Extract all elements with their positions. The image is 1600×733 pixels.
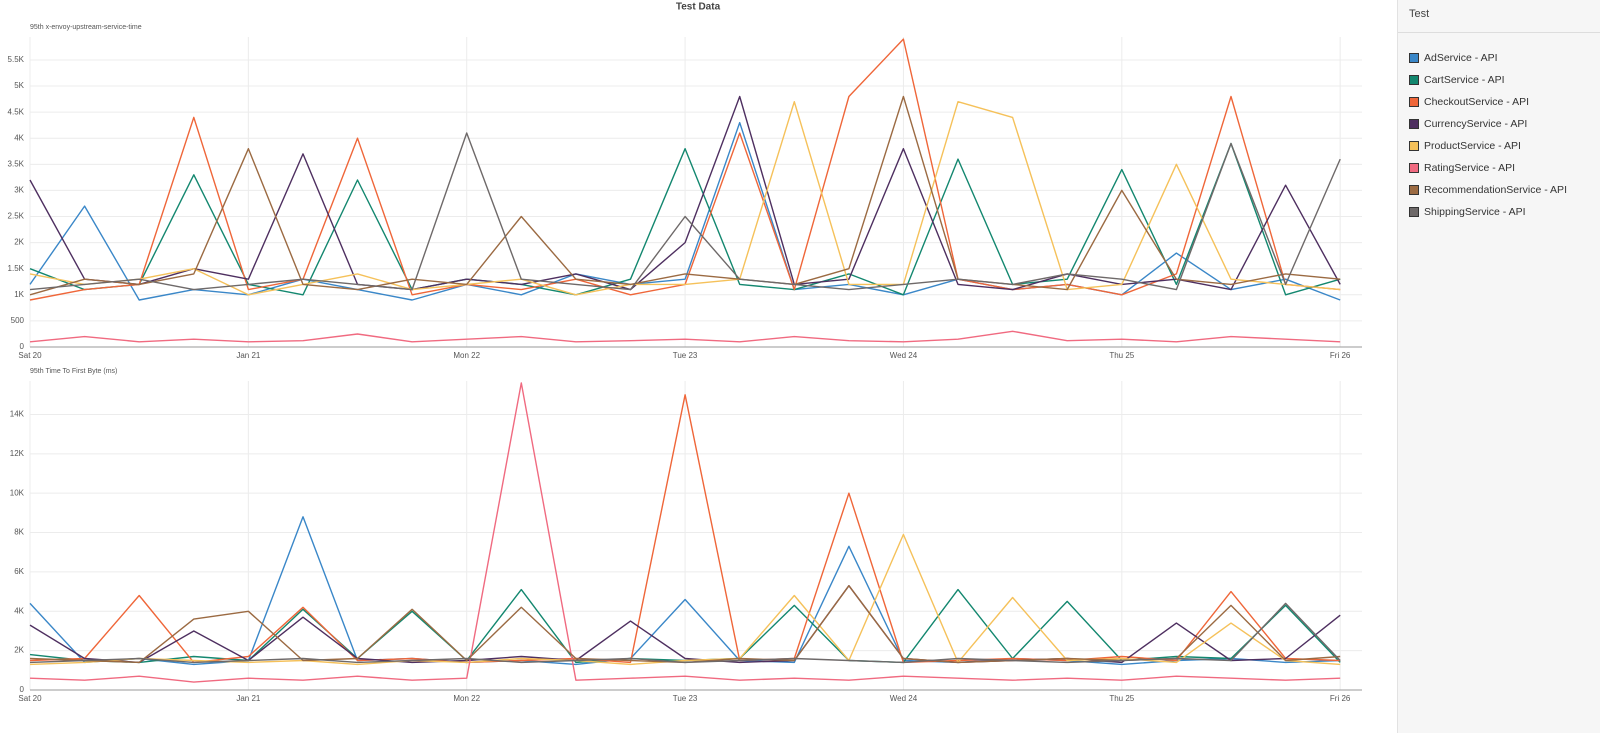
y-tick-label: 4K	[14, 133, 24, 142]
y-tick-label: 3.5K	[8, 159, 25, 168]
legend-label: ShippingService - API	[1424, 206, 1526, 218]
y-tick-label: 2K	[14, 646, 24, 655]
legend-item[interactable]: ShippingService - API	[1398, 201, 1600, 223]
y-tick-label: 4.5K	[8, 107, 25, 116]
legend-label: RecommendationService - API	[1424, 184, 1567, 196]
series-line	[29, 101, 1341, 296]
legend-item[interactable]: AdService - API	[1398, 47, 1600, 69]
legend-panel: Test AdService - API CartService - API Che…	[1397, 0, 1600, 733]
series-line	[29, 602, 1341, 664]
legend-label: CurrencyService - API	[1424, 118, 1528, 130]
legend-swatch	[1409, 53, 1419, 63]
x-tick-label: Fri 26	[1330, 694, 1351, 703]
x-tick-label: Tue 23	[673, 351, 698, 360]
x-tick-label: Tue 23	[673, 694, 698, 703]
x-tick-label: Sat 20	[18, 351, 42, 360]
legend-item[interactable]: ProductService - API	[1398, 135, 1600, 157]
y-tick-label: 2K	[14, 238, 24, 247]
x-tick-label: Jan 21	[236, 351, 261, 360]
legend-swatch	[1409, 207, 1419, 217]
legend-swatch	[1409, 119, 1419, 129]
y-tick-label: 12K	[10, 449, 25, 458]
page-title: Test Data	[676, 2, 721, 13]
x-tick-label: Mon 22	[453, 694, 480, 703]
series-line	[29, 330, 1341, 343]
y-tick-label: 5.5K	[8, 55, 25, 64]
series-line	[29, 382, 1341, 683]
legend-item[interactable]: CurrencyService - API	[1398, 113, 1600, 135]
y-tick-label: 10K	[10, 488, 25, 497]
charts: Test Data 95th x-envoy-upstream-service-…	[8, 2, 1362, 703]
legend-label: CheckoutService - API	[1424, 96, 1530, 108]
series-line	[29, 533, 1341, 666]
x-tick-label: Wed 24	[890, 351, 918, 360]
y-tick-label: 4K	[14, 606, 24, 615]
chart-subtitle: 95th x-envoy-upstream-service-time	[30, 24, 142, 31]
y-tick-label: 5K	[14, 81, 24, 90]
y-tick-label: 0	[20, 342, 25, 351]
y-tick-label: 0	[20, 685, 25, 694]
legend-label: RatingService - API	[1424, 162, 1516, 174]
x-tick-label: Thu 25	[1109, 694, 1134, 703]
legend-swatch	[1409, 163, 1419, 173]
y-tick-label: 1K	[14, 290, 24, 299]
legend-swatch	[1409, 75, 1419, 85]
legend-items: AdService - API CartService - API Checkout…	[1398, 47, 1600, 223]
x-tick-label: Thu 25	[1109, 351, 1134, 360]
series-line	[29, 132, 1341, 291]
series-line	[29, 95, 1341, 296]
legend-item[interactable]: RecommendationService - API	[1398, 179, 1600, 201]
x-tick-label: Jan 21	[236, 694, 261, 703]
chart-subtitle: 95th Time To First Byte (ms)	[30, 368, 117, 375]
series-line	[29, 394, 1341, 664]
legend-title: Test	[1398, 0, 1600, 33]
legend-item[interactable]: RatingService - API	[1398, 157, 1600, 179]
legend-label: ProductService - API	[1424, 140, 1521, 152]
legend-swatch	[1409, 97, 1419, 107]
x-tick-label: Wed 24	[890, 694, 918, 703]
legend-label: AdService - API	[1424, 52, 1498, 64]
legend-label: CartService - API	[1424, 74, 1505, 86]
legend-item[interactable]: CheckoutService - API	[1398, 91, 1600, 113]
y-tick-label: 1.5K	[8, 264, 25, 273]
y-tick-label: 8K	[14, 528, 24, 537]
y-tick-label: 2.5K	[8, 212, 25, 221]
legend-swatch	[1409, 185, 1419, 195]
x-tick-label: Fri 26	[1330, 351, 1351, 360]
legend-swatch	[1409, 141, 1419, 151]
y-tick-label: 6K	[14, 567, 24, 576]
y-tick-label: 3K	[14, 186, 24, 195]
x-tick-label: Mon 22	[453, 351, 480, 360]
x-tick-label: Sat 20	[18, 694, 42, 703]
y-tick-label: 14K	[10, 410, 25, 419]
legend-item[interactable]: CartService - API	[1398, 69, 1600, 91]
y-tick-label: 500	[11, 316, 25, 325]
